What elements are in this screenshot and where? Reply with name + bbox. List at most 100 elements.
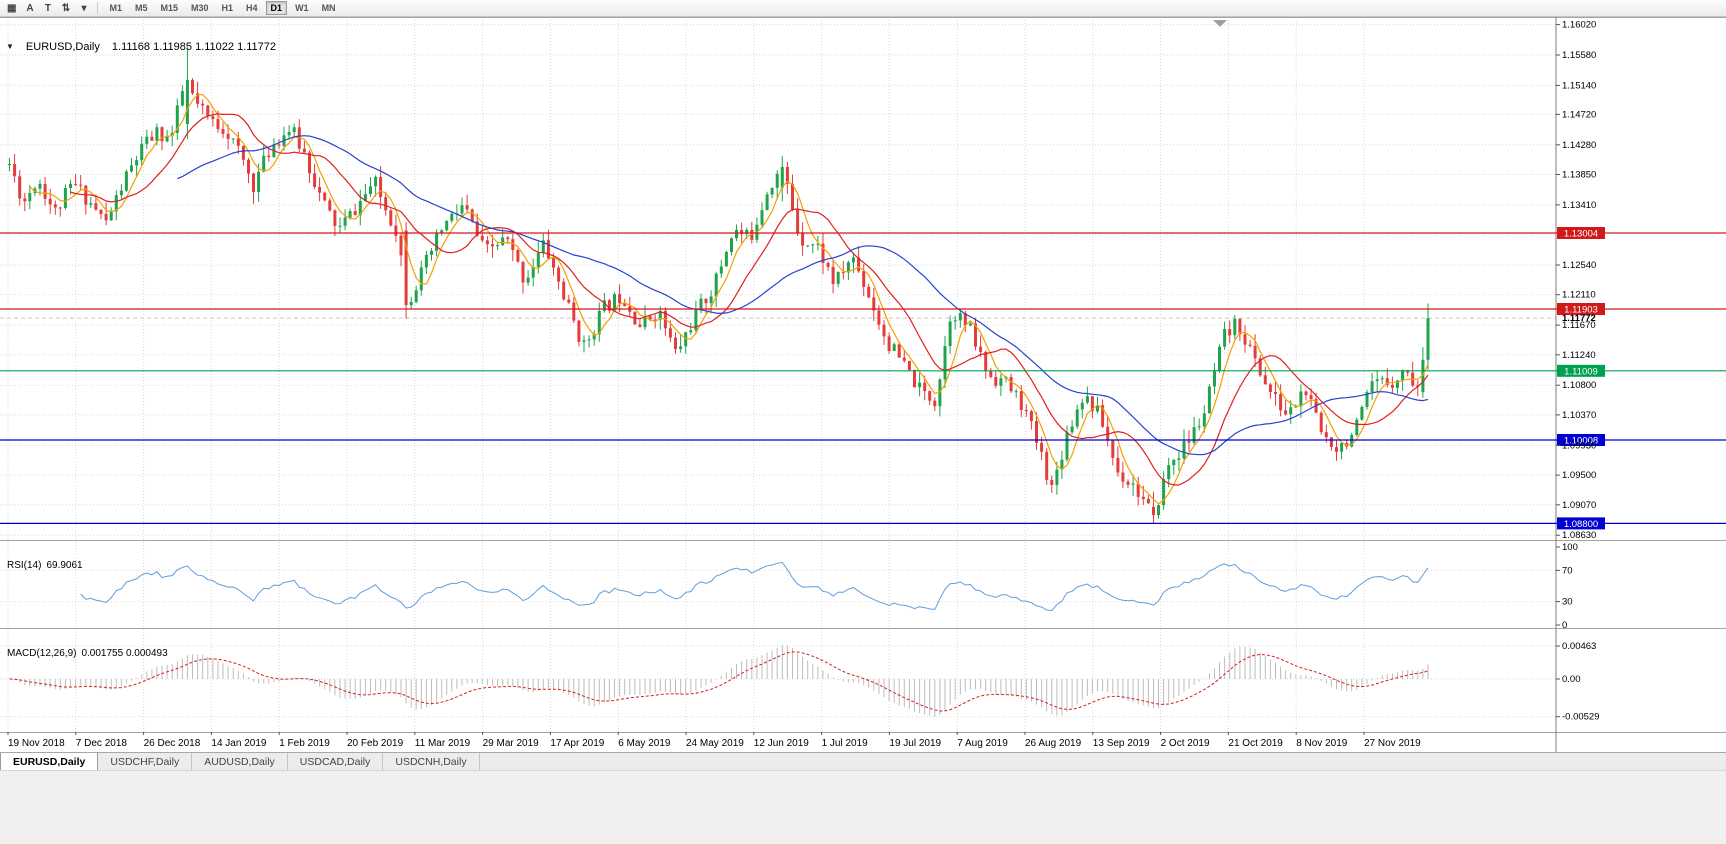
rsi-tick-label: 100 [1562, 542, 1578, 553]
charts-grid-icon[interactable]: ▦ [7, 2, 17, 14]
dropdown-caret-icon[interactable]: ▾ [81, 2, 87, 14]
price-tick-label: 1.10800 [1562, 380, 1596, 391]
level-line-1.10008[interactable]: 1.10008 [0, 434, 1726, 447]
timeframe-button-D1[interactable]: D1 [265, 1, 288, 15]
date-label: 12 Jun 2019 [754, 738, 809, 749]
svg-text:1.08800: 1.08800 [1564, 519, 1598, 530]
rsi-tick-label: 70 [1562, 565, 1573, 576]
macd-tick-label: 0.00463 [1562, 641, 1596, 652]
date-label: 1 Jul 2019 [822, 738, 869, 749]
date-label: 20 Feb 2019 [347, 738, 404, 749]
macd-histogram [14, 645, 1429, 717]
moving-average-5 [29, 94, 1429, 505]
rsi-line [80, 561, 1429, 612]
level-line-1.11009[interactable]: 1.11009 [0, 364, 1726, 378]
date-label: 26 Dec 2018 [144, 738, 201, 749]
rsi-tick-label: 0 [1562, 620, 1567, 631]
timeframe-button-M30[interactable]: M30 [191, 3, 209, 13]
grid [0, 17, 1556, 732]
date-label: 29 Mar 2019 [483, 738, 540, 749]
chart-symbol-label: EURUSD,Daily [25, 41, 100, 53]
date-label: 7 Dec 2018 [76, 738, 128, 749]
macd-name: MACD(12,26,9) [7, 648, 77, 659]
price-chart-svg: 1.13004 1.11903 1.11009 1.10008 1.08800 1.160… [0, 17, 1726, 752]
rsi-value: 69.9061 [46, 560, 83, 571]
svg-text:1.11009: 1.11009 [1564, 366, 1598, 377]
timeframe-button-M15[interactable]: M15 [160, 3, 178, 13]
level-line-1.11903[interactable]: 1.11903 [0, 303, 1726, 316]
text-tool-button[interactable]: T [44, 2, 51, 14]
price-tick-label: 1.15140 [1562, 80, 1596, 91]
chart-tab-usdcnh[interactable]: USDCNH,Daily [383, 753, 480, 770]
macd-values: 0.001755 0.000493 [81, 648, 168, 659]
price-tick-label: 1.11240 [1562, 350, 1596, 361]
price-tick-label: 1.14280 [1562, 140, 1596, 151]
panel-divider-rsi-macd[interactable] [0, 625, 1726, 630]
chart-tab-usdcad[interactable]: USDCAD,Daily [287, 753, 384, 770]
timeframe-button-M1[interactable]: M1 [109, 3, 122, 13]
chart-tab-bar: EURUSD,Daily USDCHF,Daily AUDUSD,Daily USDC… [0, 752, 1726, 770]
rsi-indicator-label: RSI(14) 69.9061 [7, 560, 88, 571]
date-label: 24 May 2019 [686, 738, 744, 749]
chart-area: 1.13004 1.11903 1.11009 1.10008 1.08800 1.160… [0, 17, 1726, 752]
current-price-label: 1.11772 [1562, 313, 1596, 324]
level-line-1.08800[interactable]: 1.08800 [0, 517, 1726, 530]
date-label: 6 May 2019 [618, 738, 671, 749]
date-label: 7 Aug 2019 [957, 738, 1008, 749]
chart-shift-marker[interactable] [1213, 20, 1227, 27]
chart-plot-area[interactable] [0, 17, 1556, 540]
date-label: 19 Jul 2019 [889, 738, 941, 749]
price-tick-label: 1.10370 [1562, 410, 1596, 421]
indicator-sort-icon[interactable]: ⇅ [61, 2, 71, 14]
date-label: 14 Jan 2019 [211, 738, 266, 749]
rsi-tick-label: 30 [1562, 597, 1573, 608]
date-label: 13 Sep 2019 [1093, 738, 1150, 749]
price-tick-label: 1.08630 [1562, 530, 1596, 541]
date-label: 17 Apr 2019 [550, 738, 604, 749]
timeframe-button-W1[interactable]: W1 [295, 3, 309, 13]
macd-indicator-label: MACD(12,26,9) 0.001755 0.000493 [7, 648, 173, 659]
chart-tab-eurusd[interactable]: EURUSD,Daily [0, 753, 99, 770]
date-label: 19 Nov 2018 [8, 738, 65, 749]
price-tick-label: 1.09930 [1562, 440, 1596, 451]
svg-text:1.11903: 1.11903 [1564, 305, 1598, 316]
time-axis[interactable]: 19 Nov 2018 7 Dec 2018 26 Dec 2018 14 Jan 2… [7, 732, 1421, 749]
svg-text:1.13004: 1.13004 [1564, 229, 1598, 240]
chart-ohlc-values: 1.11168 1.11985 1.11022 1.11772 [111, 41, 277, 53]
macd-tick-label: 0.00 [1562, 674, 1581, 685]
price-tick-label: 1.13850 [1562, 170, 1596, 181]
price-tick-label: 1.15580 [1562, 50, 1596, 61]
timeframe-button-H1[interactable]: H1 [221, 3, 234, 13]
moving-average-34 [177, 135, 1429, 456]
chart-tab-usdchf[interactable]: USDCHF,Daily [98, 753, 193, 770]
price-tick-label: 1.12110 [1562, 290, 1596, 301]
date-label: 26 Aug 2019 [1025, 738, 1082, 749]
level-line-1.13004[interactable]: 1.13004 [0, 227, 1726, 240]
timeframe-button-H4[interactable]: H4 [246, 3, 258, 13]
moving-average-13 [70, 113, 1429, 486]
price-tick-label: 1.13410 [1562, 200, 1596, 211]
price-tick-label: 1.16020 [1562, 20, 1596, 31]
window-bottom-area [0, 770, 1726, 844]
date-label: 2 Oct 2019 [1161, 738, 1210, 749]
date-label: 27 Nov 2019 [1364, 738, 1421, 749]
date-label: 11 Mar 2019 [415, 738, 471, 749]
one-click-trading-icon[interactable]: ▼ [6, 42, 14, 51]
chart-title: ▼ EURUSD,Daily 1.11168 1.11985 1.11022 1… [6, 41, 281, 53]
svg-text:1.10008: 1.10008 [1564, 436, 1598, 447]
chart-toolbar: ▦ A T ⇅ ▾ M1 M5 M15 M30 H1 H4 D1 W1 MN [0, 0, 1726, 17]
timeframe-button-MN[interactable]: MN [321, 3, 336, 13]
price-tick-label: 1.12540 [1562, 260, 1596, 271]
timeframe-button-M5[interactable]: M5 [134, 3, 148, 13]
price-axis[interactable]: 1.16020 1.15580 1.15140 1.14720 1.14280 1.138… [1556, 20, 1600, 723]
macd-tick-label: -0.00529 [1562, 712, 1600, 723]
cursor-a-button[interactable]: A [26, 2, 34, 14]
chart-tab-audusd[interactable]: AUDUSD,Daily [192, 753, 288, 770]
panel-divider-macd-axis[interactable] [0, 729, 1726, 734]
price-tick-label: 1.11670 [1562, 320, 1596, 331]
panel-borders [0, 17, 1726, 752]
date-label: 1 Feb 2019 [279, 738, 330, 749]
panel-divider-main-rsi[interactable] [0, 537, 1726, 542]
macd-signal-line [9, 651, 1429, 712]
